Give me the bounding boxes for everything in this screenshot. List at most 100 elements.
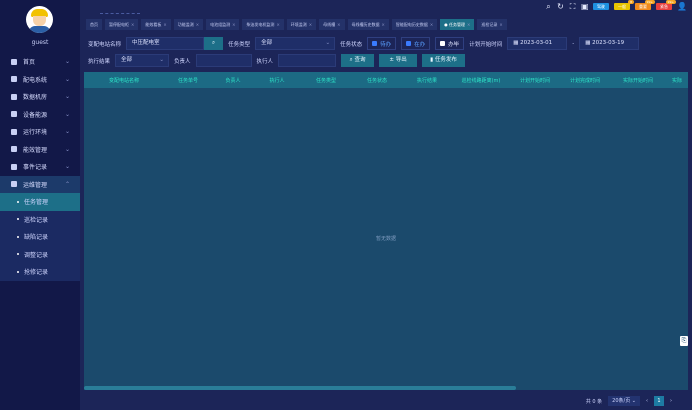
type-label: 任务类型 <box>228 41 251 48</box>
submenu-item[interactable]: 任务管理 <box>0 193 80 211</box>
column-header[interactable]: 任务单号 <box>177 77 198 84</box>
close-icon[interactable]: × <box>195 22 200 27</box>
sidebar-item[interactable]: 事件记录 ⌄ <box>0 158 80 176</box>
submenu-item[interactable]: 巡检记录 <box>0 211 80 229</box>
chevron-down-icon: ⌄ <box>64 93 70 101</box>
user-icon[interactable]: 👤 <box>677 2 687 11</box>
column-header[interactable]: 执行结果 <box>416 77 437 84</box>
column-header[interactable]: 变配电站名称 <box>108 77 139 84</box>
fullscreen-icon[interactable]: ⛶ <box>569 2 576 11</box>
tab[interactable]: 功能监测 × <box>173 19 204 30</box>
refresh-icon[interactable]: ↻ <box>557 2 564 11</box>
close-icon[interactable]: × <box>499 22 503 27</box>
sidebar-item[interactable]: 配电系统 ⌄ <box>0 71 80 89</box>
tab[interactable]: 母线槽历史数据 × <box>347 19 389 30</box>
sidebar-item-label: 首页 <box>23 59 36 67</box>
date-from-input[interactable]: ▦ 2023-03-01 <box>507 37 568 50</box>
page-number[interactable]: 1 <box>654 396 664 406</box>
column-header[interactable]: 计划完成时间 <box>569 77 600 84</box>
sidebar-item[interactable]: 能效管理 ⌄ <box>0 141 80 159</box>
prev-page-button[interactable]: ‹ <box>646 398 648 404</box>
alarm-button[interactable]: 重要 99+ <box>635 0 655 10</box>
column-header[interactable]: 巡检线路距离(m) <box>461 77 501 84</box>
sidebar-item[interactable]: 运行环境 ⌄ <box>0 123 80 141</box>
side-tool-button[interactable]: ⎘ <box>680 336 688 346</box>
date-to-input[interactable]: ▦ 2023-03-19 <box>579 37 640 50</box>
chevron-down-icon: ⌄ <box>64 128 70 136</box>
tab[interactable]: 电池组监测 × <box>206 19 240 30</box>
column-header[interactable]: 负责人 <box>225 77 241 84</box>
query-button[interactable]: ⌕ 查询 <box>341 54 375 67</box>
export-button[interactable]: ± 导出 <box>379 54 418 67</box>
sidebar-item[interactable]: 运维管理 ⌃ <box>0 175 80 193</box>
tab[interactable]: 环境监测 × <box>286 19 317 30</box>
owner-label: 负责人 <box>174 58 191 65</box>
alarm-button[interactable]: 驾驶 <box>593 3 609 10</box>
chevron-down-icon: ⌄ <box>64 110 70 118</box>
sidebar-item-label: 数据机房 <box>23 94 48 102</box>
status-checkbox-done[interactable]: 办毕 <box>435 37 465 50</box>
chevron-down-icon: ⌄ <box>64 145 70 153</box>
status-checkbox-inprogress[interactable]: 在办 <box>401 37 431 50</box>
tab[interactable]: 能效看板 × <box>141 19 171 30</box>
monitor-icon <box>11 58 17 65</box>
tab[interactable]: 首页 <box>86 19 102 30</box>
alarm-button[interactable]: 紧急 99+ <box>656 0 676 10</box>
tab[interactable]: 智能配电历史数据 × <box>391 19 438 30</box>
tab[interactable]: 柴油发电机监测 × <box>242 19 284 30</box>
page-size-select[interactable]: 20条/页 ⌄ <box>608 396 640 406</box>
tab[interactable]: ● 任务管理 × <box>440 19 475 30</box>
sidebar-item-label: 配电系统 <box>23 76 48 84</box>
tab[interactable]: 巡检记录 × <box>477 19 507 30</box>
chart-icon <box>11 111 17 118</box>
station-input[interactable]: 中压配电室 <box>126 37 205 50</box>
station-label: 变配电站名称 <box>88 41 122 48</box>
close-icon[interactable]: × <box>163 22 167 27</box>
sidebar-item[interactable]: 数据机房 ⌄ <box>0 88 80 106</box>
screen-icon[interactable]: ▣ <box>581 2 589 11</box>
column-header[interactable]: 执行人 <box>269 77 285 84</box>
close-icon[interactable]: × <box>276 22 280 27</box>
result-select[interactable]: 全部 ⌄ <box>115 54 170 67</box>
logo <box>100 4 140 14</box>
search-icon[interactable]: ⌕ <box>546 2 551 11</box>
chevron-down-icon: ⌄ <box>64 58 70 66</box>
close-icon[interactable]: × <box>381 22 385 27</box>
close-icon[interactable]: × <box>467 22 471 27</box>
tab[interactable]: 母线槽 × <box>319 19 345 30</box>
close-icon[interactable]: × <box>429 22 434 27</box>
submenu-item[interactable]: 缺陷记录 <box>0 228 80 246</box>
owner-input[interactable] <box>195 54 252 67</box>
submenu-item-label: 巡检记录 <box>24 216 49 224</box>
close-icon[interactable]: × <box>232 22 236 27</box>
submenu-item-label: 缺陷记录 <box>24 234 49 242</box>
close-icon[interactable]: × <box>337 22 341 27</box>
sidebar-item[interactable]: 首页 ⌄ <box>0 53 80 71</box>
submenu-item-label: 抢修记录 <box>24 269 49 277</box>
gear-icon <box>11 76 17 83</box>
bullet-icon <box>17 270 19 273</box>
close-icon[interactable]: × <box>308 22 313 27</box>
next-page-button[interactable]: › <box>670 398 672 404</box>
column-header[interactable]: 实际开始时间 <box>622 77 653 84</box>
bullet-icon <box>17 253 19 256</box>
executor-input[interactable] <box>278 54 337 67</box>
sidebar-item[interactable]: 设备能源 ⌄ <box>0 106 80 124</box>
alarm-button[interactable]: 一般 8 <box>614 0 634 10</box>
station-search-button[interactable]: ⌕ <box>204 37 224 50</box>
result-label: 执行结果 <box>88 58 111 65</box>
close-icon[interactable]: × <box>131 22 135 27</box>
column-header[interactable]: 计划开始时间 <box>519 77 550 84</box>
type-select[interactable]: 全部 ⌄ <box>255 37 336 50</box>
avatar[interactable] <box>26 6 53 33</box>
column-header[interactable]: 实际 <box>671 77 682 84</box>
horizontal-scrollbar[interactable] <box>84 386 516 390</box>
tab[interactable]: 暂停配电柜 × <box>105 19 139 30</box>
column-header[interactable]: 任务类型 <box>315 77 336 84</box>
chevron-down-icon: ⌄ <box>64 163 70 171</box>
submenu-item[interactable]: 抢修记录 <box>0 263 80 281</box>
column-header[interactable]: 任务状态 <box>366 77 387 84</box>
submenu-item[interactable]: 调整记录 <box>0 246 80 264</box>
status-checkbox-pending[interactable]: 待办 <box>367 37 397 50</box>
publish-task-button[interactable]: ▮ 任务发布 <box>422 54 466 67</box>
